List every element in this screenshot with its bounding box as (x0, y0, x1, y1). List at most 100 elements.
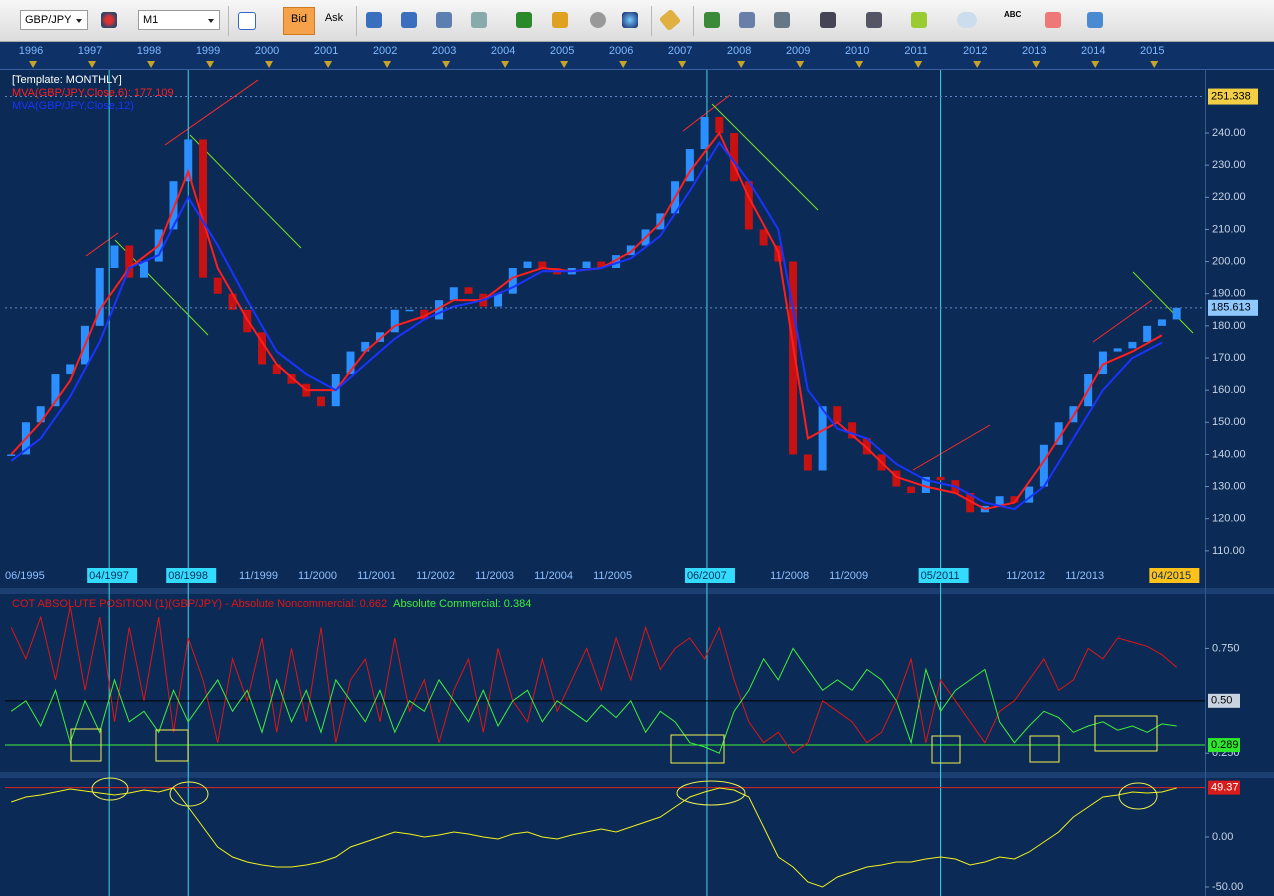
year-tick (1091, 61, 1100, 68)
separator (228, 6, 229, 36)
candle (272, 364, 281, 375)
date-label: 11/2000 (298, 570, 337, 582)
y-tick-label: 210.00 (1212, 223, 1246, 235)
icon[interactable] (366, 12, 382, 28)
indicator-line (10, 647, 1177, 754)
year-label: 2007 (668, 45, 692, 57)
date-label: 11/2005 (593, 570, 632, 582)
trend-line (189, 134, 302, 249)
y-tick-label: 110.00 (1212, 545, 1245, 557)
icon[interactable] (1045, 12, 1061, 28)
trend-line (1132, 271, 1194, 334)
candle (1143, 325, 1152, 342)
candle (833, 406, 842, 423)
icon[interactable] (101, 12, 117, 28)
candle (921, 476, 930, 493)
icon[interactable] (820, 12, 836, 28)
icon[interactable] (911, 12, 927, 28)
candle (36, 406, 45, 423)
icon[interactable] (471, 12, 487, 28)
y-tick-label: 140.00 (1212, 448, 1246, 460)
abc-icon[interactable]: ABC (1004, 10, 1022, 19)
ask-button[interactable]: Ask (324, 12, 344, 24)
icon[interactable] (401, 12, 417, 28)
candle (346, 351, 355, 375)
candle (1128, 341, 1137, 349)
price-label: 185.613 (1211, 302, 1251, 314)
date-label: 06/2007 (687, 570, 727, 582)
candle (1054, 422, 1063, 445)
date-label: 04/1997 (89, 570, 129, 582)
trend-line (912, 424, 991, 471)
y-tick-label: 160.00 (1212, 384, 1246, 396)
legend-entry: MVA(GBP/JPY,Close,12) (12, 100, 134, 112)
candle (139, 261, 148, 278)
icon[interactable] (739, 12, 755, 28)
candle (1157, 319, 1166, 326)
candle (66, 364, 75, 375)
candle (612, 255, 621, 268)
y-tick-label: 180.00 (1212, 320, 1246, 332)
candle (464, 287, 473, 294)
date-label: 11/1999 (239, 570, 278, 582)
bid-button[interactable]: Bid (283, 7, 315, 35)
timeframe-select[interactable]: M1 (138, 10, 220, 30)
trend-lines (85, 79, 1194, 471)
candle (198, 139, 207, 278)
legend-entry: MVA(GBP/JPY,Close,6): 177.109 (12, 87, 174, 99)
y-tick-label: 130.00 (1212, 480, 1246, 492)
year-label: 2015 (1140, 45, 1164, 57)
year-label: 2014 (1081, 45, 1105, 57)
year-tick (737, 61, 746, 68)
icon[interactable] (866, 12, 882, 28)
y-tick-label: 190.00 (1212, 288, 1246, 300)
year-label: 1998 (137, 45, 161, 57)
year-label: 2011 (904, 45, 928, 57)
year-ruler (0, 42, 1274, 70)
candle (759, 229, 768, 246)
candle (420, 309, 429, 320)
symbol-select[interactable]: GBP/JPY (20, 10, 88, 30)
year-tick (619, 61, 628, 68)
icon[interactable] (622, 12, 638, 28)
icon[interactable] (436, 12, 452, 28)
year-label: 1996 (19, 45, 43, 57)
candle (597, 261, 606, 268)
reference-label: 49.37 (1211, 782, 1239, 794)
candle (405, 309, 414, 312)
icon[interactable] (957, 12, 977, 28)
candle (213, 277, 222, 294)
candle (494, 293, 503, 307)
date-label: 05/2011 (921, 570, 960, 582)
y-tick-label: 0.750 (1212, 642, 1240, 654)
year-tick (796, 61, 805, 68)
year-label: 2003 (432, 45, 456, 57)
icon[interactable] (704, 12, 720, 28)
year-tick (206, 61, 215, 68)
y-tick-label: 120.00 (1212, 513, 1246, 525)
icon[interactable] (552, 12, 568, 28)
candles (7, 116, 1181, 513)
icon[interactable] (590, 12, 606, 28)
icon[interactable] (516, 12, 532, 28)
icon[interactable] (774, 12, 790, 28)
candle (966, 493, 975, 513)
icon[interactable] (238, 12, 256, 30)
icon[interactable] (1087, 12, 1103, 28)
candle (508, 268, 517, 294)
y-tick-label: 240.00 (1212, 127, 1246, 139)
highlight-ellipse (676, 780, 746, 806)
date-label: 06/1995 (5, 570, 45, 582)
candle (892, 470, 901, 487)
highlight-box (70, 728, 102, 762)
trend-line (1092, 299, 1153, 343)
year-tick (147, 61, 156, 68)
year-label: 2001 (314, 45, 338, 57)
year-label: 2010 (845, 45, 869, 57)
candle (818, 406, 827, 471)
y-tick-label: 0.00 (1212, 831, 1233, 843)
date-strip (0, 565, 1205, 588)
candle (538, 261, 547, 268)
candle (7, 454, 16, 456)
